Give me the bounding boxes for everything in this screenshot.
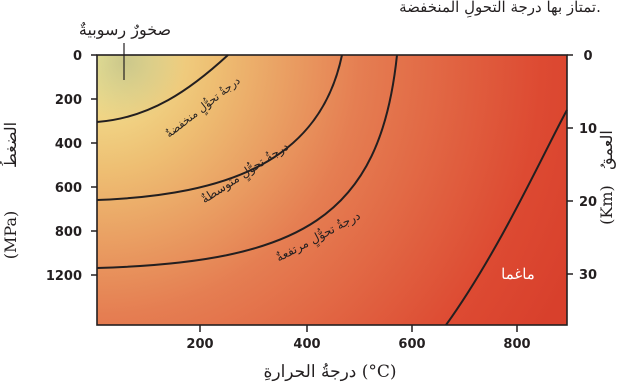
sedimentary-rocks-label: صخورٌ رسوبيةٌ — [79, 20, 171, 39]
medium-boundary-curve — [96, 54, 343, 201]
right-axis-unit: (Km) — [597, 185, 616, 225]
low-boundary-curve — [96, 54, 229, 123]
left-tick-label: 1200 — [46, 269, 82, 284]
left-tick-label: 400 — [55, 137, 82, 152]
x-tick-label: 200 — [186, 337, 213, 352]
x-tick-label: 400 — [293, 337, 320, 352]
sediment-region — [97, 55, 217, 125]
left-axis: 0 200 400 600 800 1200 — [46, 49, 97, 284]
x-axis: 200 400 600 800 — [186, 325, 531, 352]
left-tick-label: 600 — [55, 181, 82, 196]
right-axis: 0 10 20 30 — [567, 49, 597, 283]
plot-frame — [96, 54, 568, 326]
x-axis-title: درجةُ الحرارةِ (°C) — [263, 362, 396, 382]
left-axis-unit: (MPa) — [1, 211, 20, 259]
right-tick-label: 10 — [579, 122, 597, 137]
x-tick-label: 600 — [398, 337, 425, 352]
high-boundary-curve — [96, 54, 398, 269]
right-axis-word: العمقُ — [597, 130, 616, 170]
left-axis-word: الضغطُ — [0, 122, 20, 168]
right-tick-label: 20 — [579, 195, 597, 210]
right-tick-label: 30 — [579, 268, 597, 283]
left-tick-label: 200 — [55, 93, 82, 108]
left-tick-label: 0 — [73, 49, 82, 64]
caption-fragment: تمتاز بها درجة التحولِ المنخفضة. — [399, 0, 601, 18]
magma-boundary-curve — [445, 109, 568, 326]
left-tick-label: 800 — [55, 225, 82, 240]
right-tick-label: 0 — [583, 49, 592, 64]
magma-label: ماغما — [501, 265, 535, 283]
x-tick-label: 800 — [503, 337, 530, 352]
